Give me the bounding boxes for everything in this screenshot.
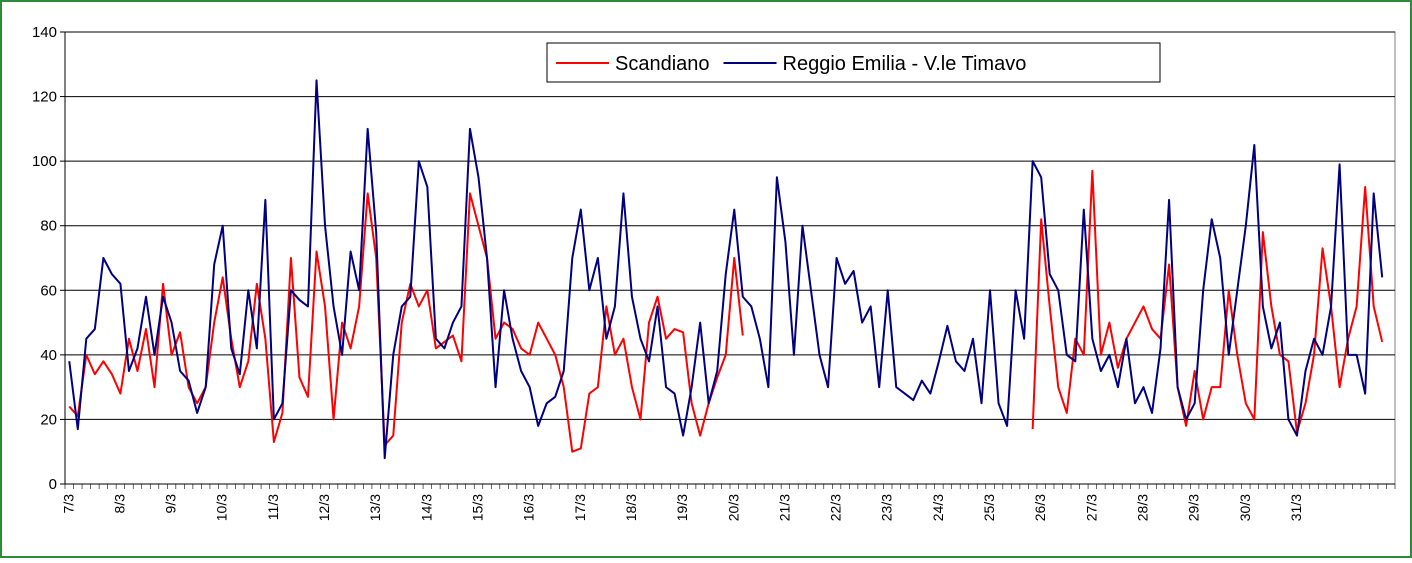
x-tick-label: 21/3 bbox=[776, 494, 792, 521]
y-tick-label: 80 bbox=[40, 218, 57, 235]
x-tick-label: 27/3 bbox=[1083, 494, 1099, 521]
y-tick-label: 60 bbox=[40, 282, 57, 299]
x-tick-label: 17/3 bbox=[572, 494, 588, 521]
series-line bbox=[68, 79, 1384, 460]
x-tick-label: 8/3 bbox=[111, 494, 127, 514]
y-tick-label: 20 bbox=[40, 411, 57, 428]
plot-area bbox=[64, 31, 1396, 485]
legend-label: Scandiano bbox=[615, 53, 710, 75]
x-tick-label: 7/3 bbox=[60, 494, 76, 514]
x-tick-label: 13/3 bbox=[367, 494, 383, 521]
y-tick-label: 0 bbox=[49, 476, 57, 493]
y-tick-label: 140 bbox=[32, 24, 57, 41]
legend-box bbox=[546, 42, 1161, 83]
x-tick-label: 31/3 bbox=[1288, 494, 1304, 521]
x-tick-label: 18/3 bbox=[623, 494, 639, 521]
x-tick-label: 30/3 bbox=[1237, 494, 1253, 521]
x-tick-label: 10/3 bbox=[214, 494, 230, 521]
x-tick-label: 9/3 bbox=[163, 494, 179, 514]
x-tick-label: 23/3 bbox=[879, 494, 895, 521]
x-tick-label: 15/3 bbox=[469, 494, 485, 521]
x-tick-label: 16/3 bbox=[521, 494, 537, 521]
x-tick-label: 25/3 bbox=[981, 494, 997, 521]
legend: Scandiano Reggio Emilia - V.le Timavo bbox=[546, 42, 1161, 83]
series-line bbox=[68, 169, 1384, 453]
legend-label: Reggio Emilia - V.le Timavo bbox=[783, 53, 1027, 75]
x-tick-label: 14/3 bbox=[418, 494, 434, 521]
x-tick-label: 24/3 bbox=[930, 494, 946, 521]
x-tick-label: 20/3 bbox=[725, 494, 741, 521]
x-tick-label: 19/3 bbox=[674, 494, 690, 521]
x-tick-label: 11/3 bbox=[265, 494, 281, 520]
x-tick-label: 12/3 bbox=[316, 494, 332, 521]
x-tick-label: 22/3 bbox=[828, 494, 844, 521]
y-tick-label: 120 bbox=[32, 89, 57, 106]
y-tick-label: 100 bbox=[32, 153, 57, 170]
x-tick-label: 28/3 bbox=[1134, 494, 1150, 521]
y-tick-label: 40 bbox=[40, 347, 57, 364]
x-tick-label: 26/3 bbox=[1032, 494, 1048, 521]
x-tick-label: 29/3 bbox=[1186, 494, 1202, 521]
